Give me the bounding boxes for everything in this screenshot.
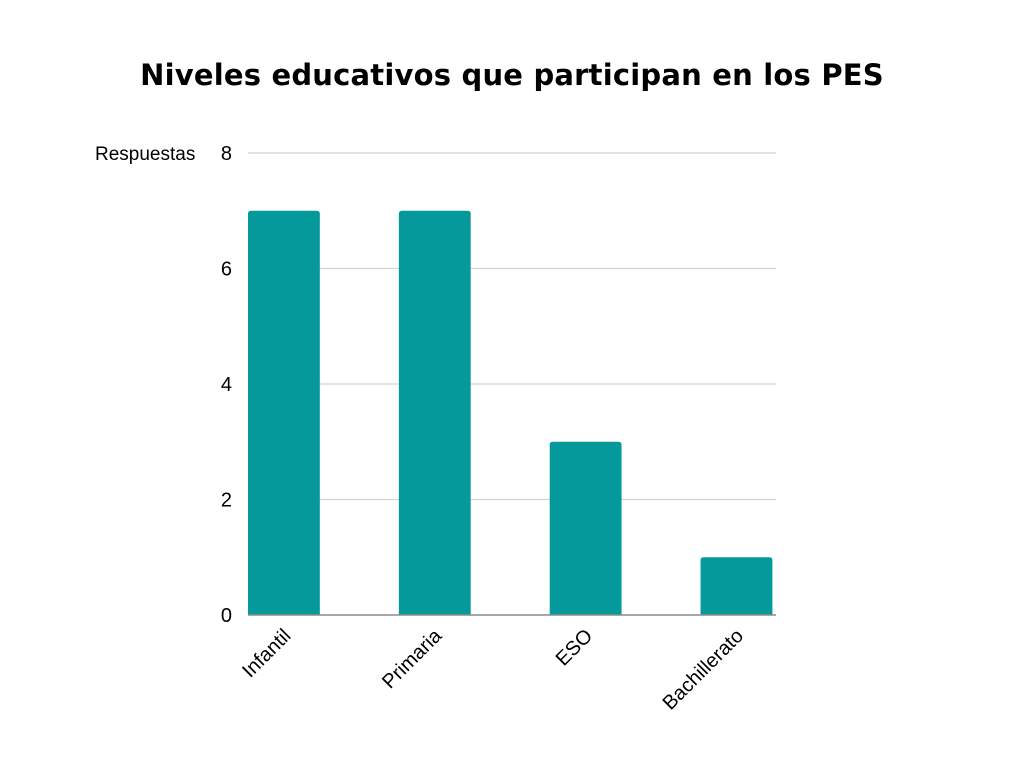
y-tick-label: 2 — [221, 490, 232, 512]
x-tick-label: Primaria — [378, 624, 447, 693]
bars — [248, 210, 773, 615]
y-axis-label: Respuestas — [95, 144, 195, 165]
y-tick-label: 4 — [221, 374, 232, 396]
y-tick-label: 0 — [221, 605, 232, 627]
y-tick-label: 8 — [221, 143, 232, 165]
bar-eso — [549, 441, 622, 615]
x-tick-labels: Infantil Primaria ESO Bachillerato — [238, 624, 748, 714]
bar-primaria — [398, 210, 471, 615]
bar-bachillerato — [700, 557, 773, 615]
x-tick-label: Bachillerato — [659, 625, 748, 714]
x-tick-label: Infantil — [238, 625, 295, 682]
bar-infantil — [248, 210, 320, 615]
chart-title: Niveles educativos que participan en los… — [140, 58, 884, 92]
gridlines — [248, 152, 776, 501]
y-tick-labels: 0 2 4 6 8 — [221, 143, 232, 627]
y-tick-label: 6 — [221, 259, 232, 281]
x-tick-label: ESO — [552, 625, 597, 670]
